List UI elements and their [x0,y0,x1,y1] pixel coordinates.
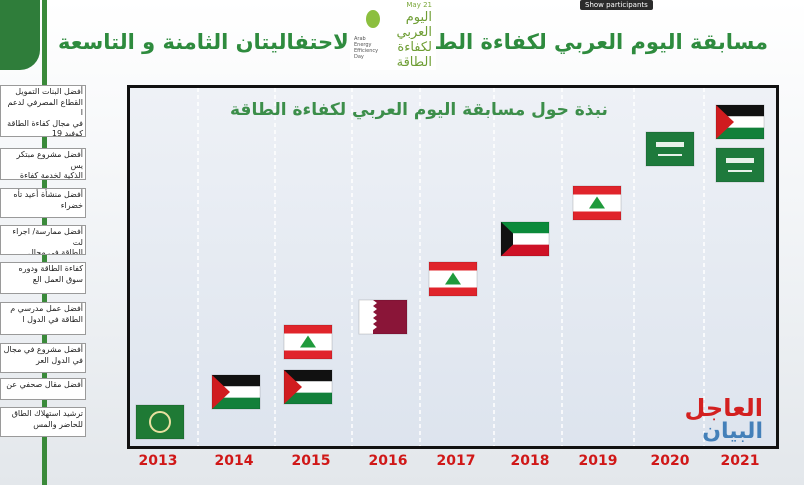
header-subtitle: الاحتفاليتان الثامنة و التاسعة [58,30,356,54]
flag-part [284,350,332,359]
flag-part [573,211,621,220]
flag-part [429,287,477,296]
timeline-panel: نبذة حول مسابقة اليوم العربي لكفاءة الطا… [127,85,779,449]
flag-part [716,116,764,128]
year-label: 2018 [510,453,550,469]
flag-part [359,300,377,334]
flag [283,369,333,405]
flag-part [716,127,764,139]
award-category: أفضل مشروع في مجال في الدول العر [0,343,86,373]
flag-part [284,392,332,404]
flag-part [284,325,332,334]
flag [572,185,622,221]
flag-shadow [500,221,550,257]
logo-arabic: اليوم العربي لكفاءة الطاقة [396,10,432,70]
flag-part [300,335,316,348]
award-category: أفضل منشأة أعيد تأه خضراء [0,188,86,218]
award-category: أفضل مقال صحفي عن [0,378,86,400]
flag-part [284,370,302,404]
flag-shadow [428,261,478,297]
flag-part [284,381,332,393]
flag [500,221,550,257]
flag-part [589,196,605,209]
flag-shadow [715,147,765,183]
flag-part [716,105,734,139]
flag-shadow [135,404,185,440]
year-label: 2013 [138,453,178,469]
year-label: 2014 [214,453,254,469]
year-label: 2021 [720,453,760,469]
tooltip[interactable]: Show participants [580,0,653,10]
year-label: 2020 [650,453,690,469]
logo-english: Arab Energy Efficiency Day [354,36,379,60]
award-category: أفضل عمل مدرسي م الطاقة في الدول ا [0,302,86,335]
award-category: أفضل البنات التمويل القطاع المصرفي لدعم … [0,85,86,137]
flag-shadow [283,324,333,360]
award-category: أفضل مشروع مبتكر يس الذكية لخدمة كفاءة [0,148,86,180]
flag-shadow [645,131,695,167]
flag-part [501,233,549,245]
flag-part [726,158,754,163]
flag [211,374,261,410]
flag [135,404,185,440]
flag-part [501,222,549,234]
flag-part [284,370,332,382]
flag [428,261,478,297]
flag-part [212,375,230,409]
emblem [0,0,40,70]
flag-part [728,170,752,172]
panel-title: نبذة حول مسابقة اليوم العربي لكفاءة الطا… [230,100,608,120]
flag-part [149,411,171,433]
flag [283,324,333,360]
year-label: 2019 [578,453,618,469]
flag-shadow [572,185,622,221]
watermark: العاجل البيان [648,395,763,443]
logo: May 21 اليوم العربي لكفاءة الطاقة Arab E… [350,0,436,70]
flag-part [656,142,684,147]
flag-part [212,386,260,398]
flag-part [716,148,764,182]
flag-shadow [283,369,333,405]
flag [715,104,765,140]
watermark-line1: العاجل [684,394,763,422]
watermark-line2: البيان [702,419,763,444]
year-label: 2017 [436,453,476,469]
flag [645,131,695,167]
flag-shadow [715,104,765,140]
flag-part [658,154,682,156]
flag-part [445,272,461,285]
flag-part [501,244,549,256]
flag-part [212,375,260,387]
award-category: ترشيد استهلاك الطاق للحاضر والمس [0,407,86,437]
year-label: 2016 [368,453,408,469]
flag-part [501,222,513,256]
timeline-graphics [135,88,765,446]
flag [358,299,408,335]
flag-shadow [211,374,261,410]
logo-date: May 21 [406,1,432,9]
flag-part [573,186,621,195]
flag-part [212,397,260,409]
award-category: أفضل ممارسة/ اجراء لت الطاقة في مجال الت… [0,225,86,255]
flag-part [646,132,694,166]
flag-part [136,405,184,439]
award-category: كفاءة الطاقة ودوره سوق العمل الع [0,262,86,294]
flag-part [429,262,477,271]
flag-shadow [358,299,408,335]
flag [715,147,765,183]
logo-leaf [366,10,380,28]
year-label: 2015 [291,453,331,469]
header-title: مسابقة اليوم العربي لكفاءة الطاقة [403,30,768,54]
flag-part [716,105,764,117]
